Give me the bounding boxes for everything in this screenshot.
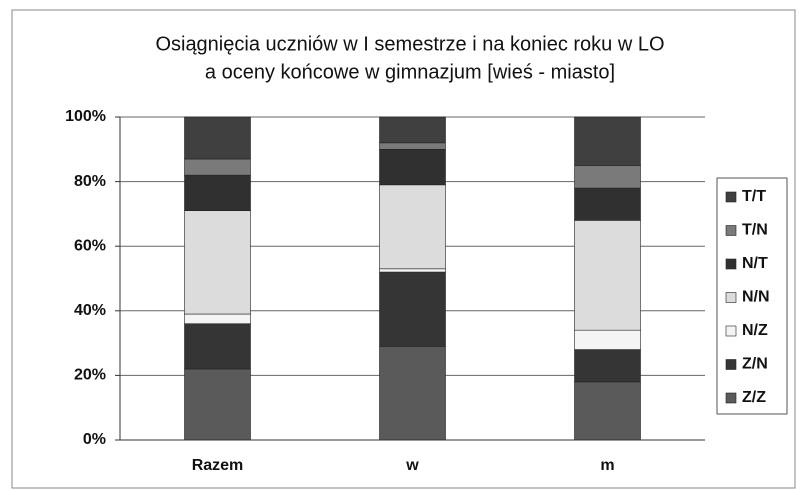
x-tick-label: Razem — [192, 457, 244, 474]
bar-segment — [379, 271, 446, 347]
bar-segment — [184, 368, 251, 441]
y-tick-label: 40% — [74, 302, 106, 319]
y-tick-label: 80% — [74, 173, 106, 190]
bar-segment — [379, 149, 446, 186]
legend-label: Z/Z — [742, 389, 766, 406]
legend-label: T/N — [742, 222, 768, 239]
y-tick-label: 20% — [74, 367, 106, 384]
bar-segment — [379, 346, 446, 441]
bar-segment — [379, 142, 446, 150]
legend-label: N/Z — [742, 322, 768, 339]
bar-segment — [379, 268, 446, 273]
legend-swatch — [725, 392, 737, 404]
legend-label: T/T — [742, 188, 766, 205]
y-tick-label: 100% — [65, 108, 106, 125]
x-tick-label: m — [600, 457, 614, 474]
legend-swatch — [725, 191, 737, 203]
bar-segment — [184, 210, 251, 315]
bar-segment — [574, 349, 641, 383]
legend-swatch — [725, 225, 737, 236]
chart-title: a oceny końcowe w gimnazjum [wieś - mias… — [205, 61, 615, 83]
legend-label: N/N — [742, 289, 770, 306]
legend-label: N/T — [742, 255, 768, 272]
bar-segment — [574, 116, 641, 166]
y-tick-label: 60% — [74, 237, 106, 254]
bar-segment — [574, 381, 641, 441]
bar-segment — [379, 184, 446, 270]
legend-label: Z/N — [742, 356, 768, 373]
y-tick-label: 0% — [83, 431, 106, 448]
bar-segment — [184, 323, 251, 370]
bar-segment — [379, 116, 446, 144]
chart-title: Osiągnięcia uczniów w I semestrze i na k… — [155, 33, 664, 55]
legend-swatch — [725, 258, 737, 270]
bar-segment — [184, 174, 251, 211]
bar-segment — [184, 116, 251, 160]
bar-segment — [574, 329, 641, 350]
bar-segment — [184, 313, 251, 325]
bar-segment — [184, 158, 251, 176]
x-tick-label: w — [405, 457, 419, 474]
bar-segment — [574, 165, 641, 189]
bar-segment — [574, 187, 641, 221]
legend-swatch — [725, 325, 737, 337]
legend-swatch — [725, 292, 737, 303]
legend-swatch — [725, 359, 737, 370]
bar-segment — [574, 220, 641, 331]
